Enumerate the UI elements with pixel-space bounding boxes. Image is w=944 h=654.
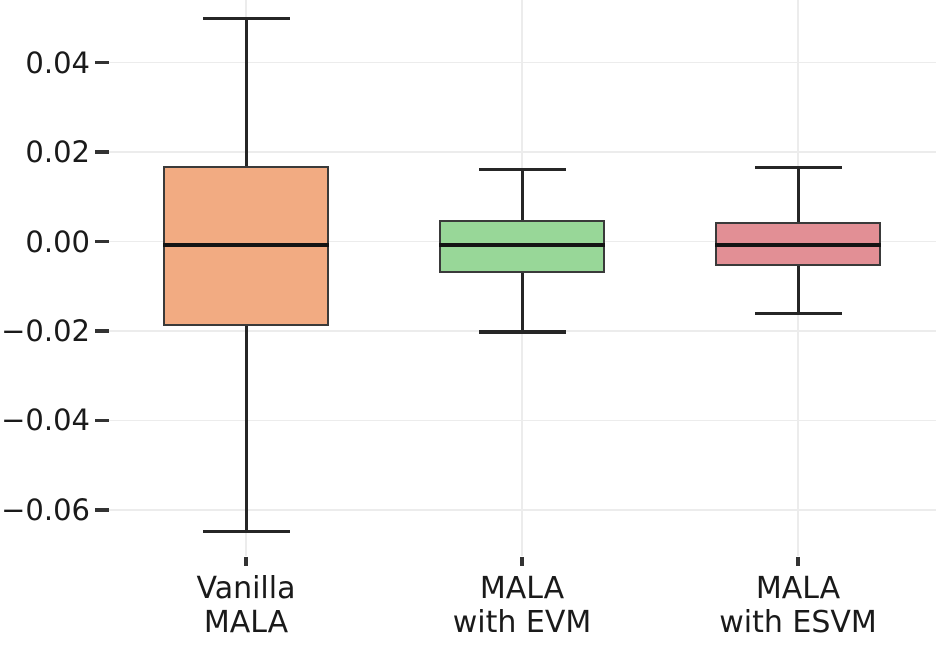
y-tickmark	[95, 239, 109, 244]
x-tickmark	[520, 557, 524, 566]
x-tickmark	[244, 557, 248, 566]
y-tick-label: 0.00	[25, 224, 90, 259]
median-line	[163, 243, 329, 248]
y-tickmark	[95, 329, 109, 333]
whisker-cap-top	[478, 167, 566, 172]
whisker-cap-top	[202, 16, 290, 21]
y-tick-label: −0.02	[1, 314, 90, 348]
whisker-cap-bottom	[478, 330, 566, 334]
x-tickmark	[796, 557, 800, 566]
y-tick-label: 0.02	[25, 135, 90, 170]
x-tick-label-vanilla-mala: Vanilla MALA	[196, 571, 296, 640]
median-line	[439, 243, 605, 248]
y-tickmark	[95, 508, 109, 512]
whisker-cap-bottom	[754, 311, 842, 316]
whisker-cap-top	[754, 165, 842, 170]
median-line	[715, 243, 881, 248]
y-tick-label: −0.06	[1, 492, 90, 527]
y-tickmark	[95, 418, 109, 423]
y-tickmark	[95, 150, 109, 154]
y-tickmark	[95, 60, 109, 65]
x-tick-label-mala-with-evm: MALA with EVM	[452, 571, 592, 640]
whisker-cap-bottom	[202, 529, 290, 534]
x-tick-label-mala-with-esvm: MALA with ESVM	[719, 571, 877, 640]
plot-area	[108, 0, 936, 556]
y-tick-label: 0.04	[25, 45, 90, 80]
y-tick-label: −0.04	[1, 403, 90, 438]
